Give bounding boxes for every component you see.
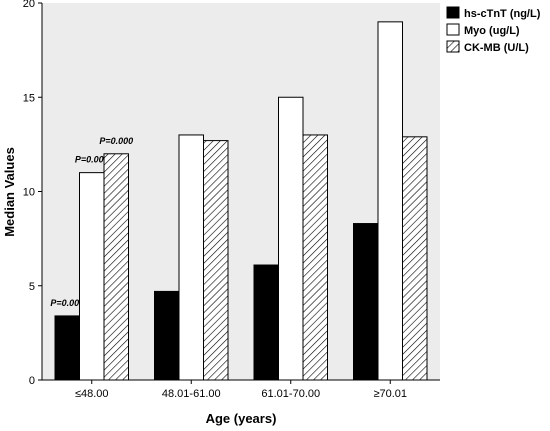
legend-swatch: [446, 40, 460, 53]
bar: [178, 134, 204, 381]
legend-swatch: [446, 6, 460, 19]
legend-label: hs-cTnT (ng/L): [464, 8, 541, 20]
bar: [377, 21, 403, 381]
bar: [278, 96, 304, 381]
y-tick-label: 15: [23, 92, 35, 104]
bar: [203, 140, 229, 381]
y-axis-title: Median Values: [2, 147, 17, 237]
bar: [103, 153, 129, 381]
bar: [253, 264, 279, 381]
x-tick-label: 48.01-61.00: [162, 388, 221, 400]
x-axis-title: Age (years): [206, 411, 277, 426]
bar: [402, 136, 428, 381]
p-value-label: P=0.000: [50, 298, 84, 308]
x-tick-label: 61.01-70.00: [261, 388, 320, 400]
p-value-label: P=0.000: [99, 136, 133, 146]
y-tick-label: 10: [23, 187, 35, 199]
legend-label: CK-MB (U/L): [464, 42, 529, 54]
y-tick-label: 5: [29, 281, 35, 293]
y-tick-label: 20: [23, 0, 35, 10]
legend-swatch: [446, 23, 460, 36]
legend: hs-cTnT (ng/L) Myo (ug/L) CK-MB (U/L): [446, 6, 541, 54]
bar: [54, 315, 80, 381]
bar: [79, 172, 105, 381]
y-tick-label: 0: [29, 375, 35, 387]
bar: [154, 290, 180, 381]
legend-label: Myo (ug/L): [464, 25, 520, 37]
x-tick-label: ≤48.00: [75, 388, 109, 400]
x-tick-label: ≥70.01: [373, 388, 407, 400]
bar: [353, 223, 379, 381]
p-value-label: P=0.000: [75, 155, 109, 165]
bar: [302, 134, 328, 381]
